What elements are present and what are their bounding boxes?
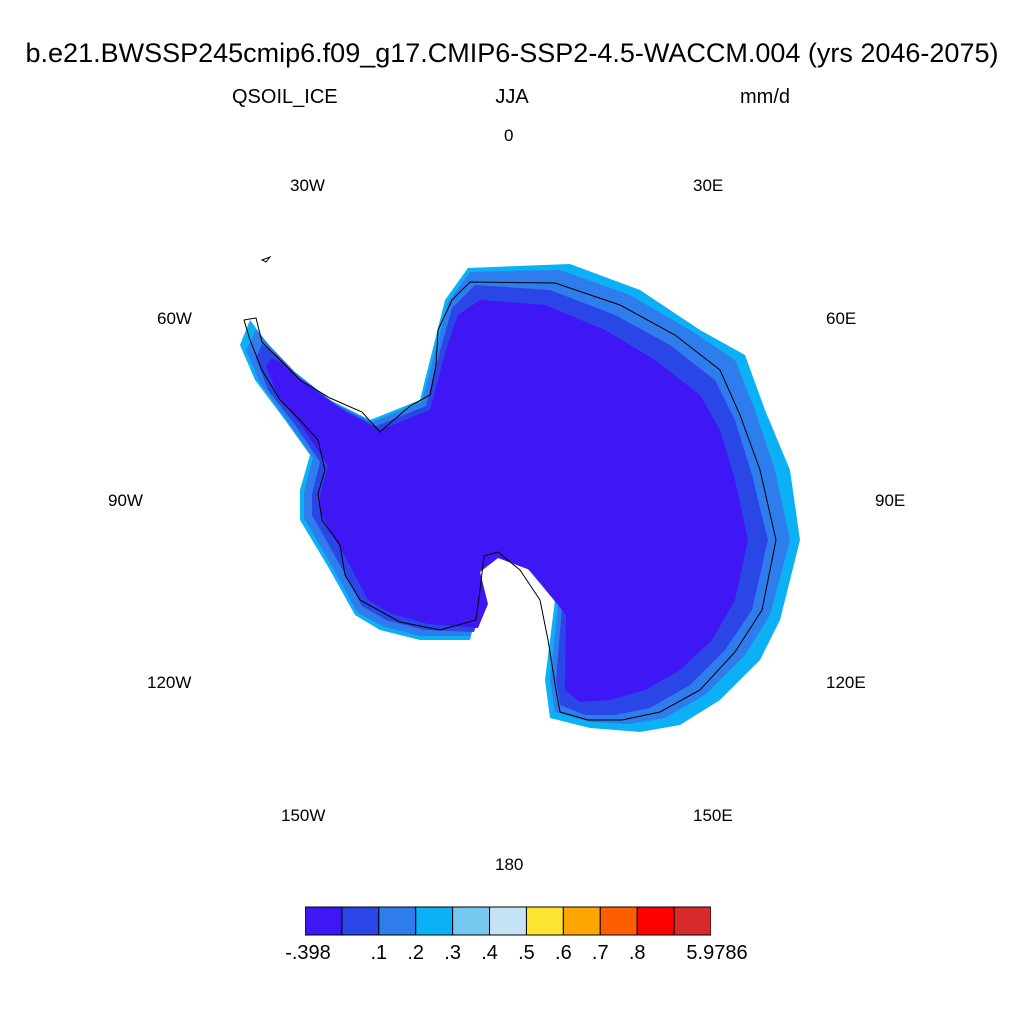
- colorbar-box-3: [415, 906, 454, 936]
- lon-label-60w: 60W: [157, 309, 192, 328]
- island-outline: [260, 255, 272, 263]
- lon-label-30w: 30W: [290, 176, 325, 195]
- lon-label-150e: 150E: [693, 806, 733, 825]
- lon-label-30e: 30E: [693, 176, 724, 195]
- lon-label-0: 0: [504, 126, 514, 145]
- colorbar: [305, 906, 711, 936]
- colorbar-label-max: 5.9786: [686, 942, 748, 964]
- colorbar-box-8: [599, 906, 638, 936]
- lon-label-120e: 120E: [826, 673, 866, 692]
- colorbar-box-10: [673, 906, 711, 936]
- colorbar-box-9: [636, 906, 675, 936]
- colorbar-box-1: [341, 906, 380, 936]
- coastline: [243, 255, 777, 721]
- continent-interior: [266, 300, 748, 702]
- colorbar-label-2: .2: [407, 942, 425, 964]
- colorbar-box-0: [305, 906, 343, 936]
- colorbar-label-1: .1: [370, 942, 388, 964]
- lon-label-180: 180: [495, 855, 524, 874]
- colorbar-label-6: .6: [555, 942, 572, 964]
- lon-label-150w: 150W: [281, 806, 326, 825]
- colorbar-box-5: [489, 906, 527, 936]
- lon-label-90e: 90E: [875, 491, 906, 510]
- plot-title: b.e21.BWSSP245cmip6.f09_g17.CMIP6-SSP2-4…: [25, 38, 999, 68]
- lon-label-120w: 120W: [147, 673, 192, 692]
- lon-label-60e: 60E: [826, 309, 857, 328]
- coastline-path: [243, 281, 777, 721]
- colorbar-label-7: .7: [591, 942, 609, 964]
- colorbar-box-7: [562, 906, 601, 936]
- variable-label: QSOIL_ICE: [232, 86, 338, 108]
- soil-ice-fill: [240, 264, 800, 732]
- colorbar-label-min: -.398: [285, 942, 331, 964]
- units-label: mm/d: [740, 86, 790, 108]
- colorbar-label-8: .8: [628, 942, 646, 964]
- colorbar-box-2: [378, 906, 417, 936]
- colorbar-label-4: .4: [481, 942, 498, 964]
- colorbar-box-6: [525, 906, 564, 936]
- season-label: JJA: [495, 86, 529, 108]
- colorbar-label-5: .5: [518, 942, 535, 964]
- lon-label-90w: 90W: [108, 491, 143, 510]
- colorbar-box-4: [452, 906, 491, 936]
- colorbar-label-3: .3: [444, 942, 461, 964]
